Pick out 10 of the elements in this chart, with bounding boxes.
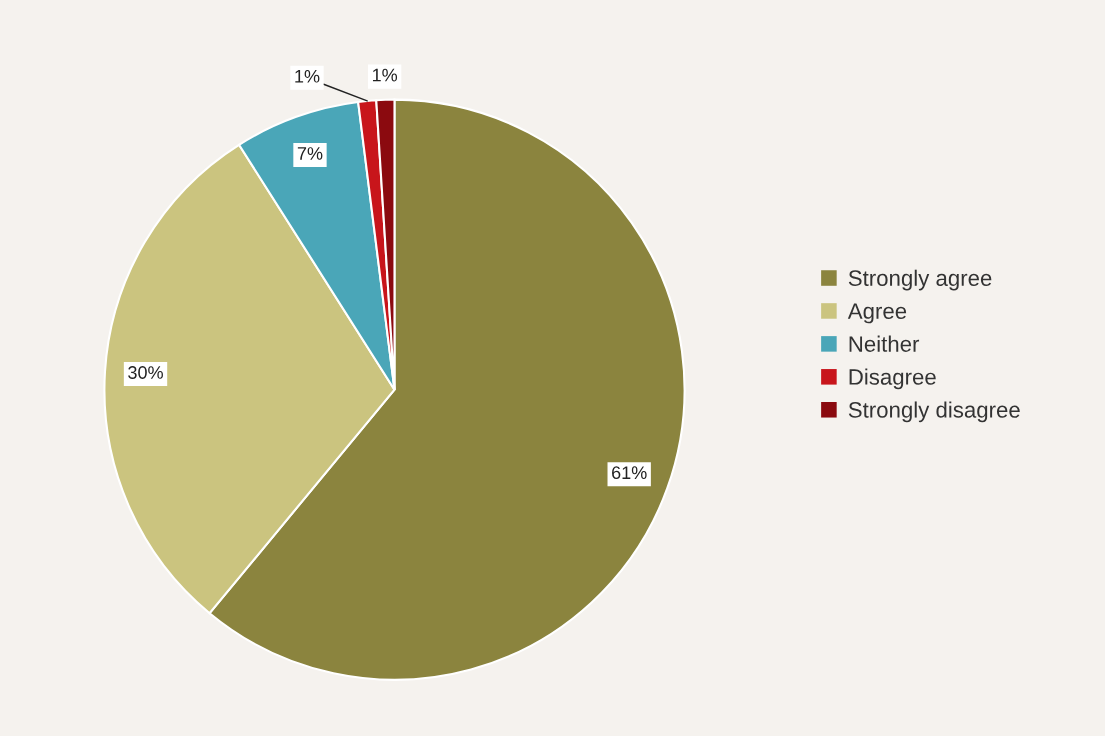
legend-label: Strongly disagree bbox=[848, 401, 1020, 423]
legend-label: Neither bbox=[849, 335, 920, 352]
data-label: 1% bbox=[295, 69, 320, 83]
legend-label: Disagree bbox=[849, 368, 936, 390]
legend-label: Strongly agree bbox=[848, 269, 992, 291]
data-label: 61% bbox=[612, 466, 647, 480]
legend-label: Agree bbox=[847, 303, 907, 324]
data-label: 30% bbox=[128, 366, 163, 379]
data-label: 1% bbox=[372, 68, 398, 82]
data-label: 7% bbox=[297, 147, 323, 160]
